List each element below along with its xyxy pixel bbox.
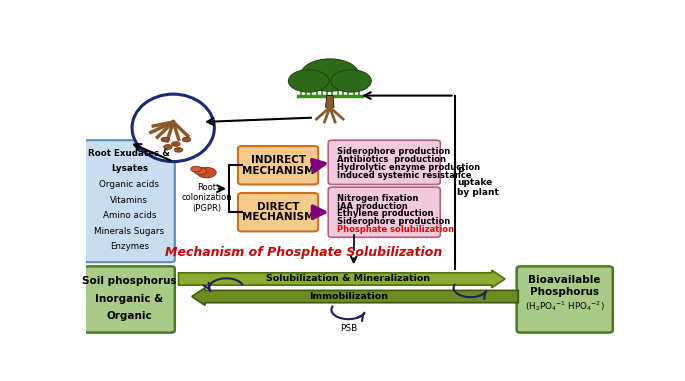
Text: Lysates: Lysates [111,165,148,173]
Text: Root
colonization
(PGPR): Root colonization (PGPR) [182,183,232,213]
Text: Solubilization & Mineralization: Solubilization & Mineralization [266,274,430,283]
Ellipse shape [132,94,214,162]
FancyBboxPatch shape [84,140,175,262]
Text: Bioavailable: Bioavailable [529,275,601,285]
Text: Root Exudates &: Root Exudates & [88,149,171,158]
Text: Antibiotics  production: Antibiotics production [337,155,446,164]
Text: (H$_2$PO$_4$$^{-1}$ HPO$_4$$^{-2}$): (H$_2$PO$_4$$^{-1}$ HPO$_4$$^{-2}$) [525,299,605,314]
Polygon shape [325,96,334,107]
Text: Soil phosphorus: Soil phosphorus [82,276,177,286]
Text: Immobilization: Immobilization [309,292,388,301]
FancyBboxPatch shape [238,146,318,184]
Text: P
uptake
by plant: P uptake by plant [458,167,499,197]
Text: Organic: Organic [107,311,152,321]
Circle shape [174,147,183,152]
Circle shape [161,137,169,142]
Circle shape [190,166,201,172]
Circle shape [288,70,329,92]
FancyBboxPatch shape [328,187,440,237]
Text: Enzymes: Enzymes [110,242,149,251]
Text: Amino acids: Amino acids [103,211,156,220]
Text: Minerals Sugars: Minerals Sugars [95,227,164,235]
Text: Nitrogen fixation: Nitrogen fixation [337,194,418,203]
FancyBboxPatch shape [328,140,440,184]
Circle shape [331,70,371,92]
Text: Phosphorus: Phosphorus [530,287,599,297]
Text: Inorganic &: Inorganic & [95,294,164,304]
Circle shape [182,137,190,142]
Circle shape [172,142,180,146]
Text: Organic acids: Organic acids [99,180,160,189]
Text: Ethylene production: Ethylene production [337,210,433,218]
FancyBboxPatch shape [84,266,175,333]
Circle shape [301,59,359,91]
Text: MECHANISM: MECHANISM [242,213,314,223]
FancyArrow shape [179,270,505,288]
FancyBboxPatch shape [516,266,613,333]
Text: Mechanism of Phosphate Solubilization: Mechanism of Phosphate Solubilization [164,246,442,259]
Text: Induced systemic resistance: Induced systemic resistance [337,171,471,181]
Circle shape [164,144,172,149]
Text: Siderophore production: Siderophore production [337,147,450,156]
Text: INDIRECT: INDIRECT [251,155,306,165]
Circle shape [194,168,207,174]
Text: PSB: PSB [340,323,357,333]
FancyBboxPatch shape [238,193,318,231]
Text: IAA production: IAA production [337,202,408,211]
Text: MECHANISM: MECHANISM [242,166,314,176]
Text: Siderophore production: Siderophore production [337,217,450,226]
Text: Vitamins: Vitamins [110,195,149,205]
FancyArrow shape [192,288,519,305]
Text: DIRECT: DIRECT [257,202,299,212]
Circle shape [197,167,216,178]
Text: Phosphate solubilization: Phosphate solubilization [337,225,454,234]
Text: Hydrolytic enzyme production: Hydrolytic enzyme production [337,163,480,172]
